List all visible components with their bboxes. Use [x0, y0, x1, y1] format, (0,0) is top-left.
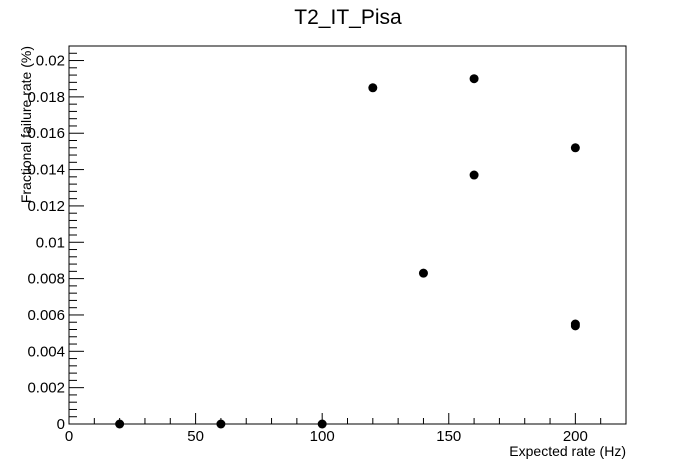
y-tick-label: 0.016: [27, 125, 65, 142]
y-tick-label: 0.018: [27, 89, 65, 106]
y-axis: 0 0.002 0.004 0.006 0.008 0.01 0.012 0.014 0.016…: [27, 45, 84, 433]
data-point: [570, 321, 580, 331]
data-point: [115, 419, 125, 429]
x-axis-title: Expected rate (Hz): [509, 443, 626, 459]
data-point: [570, 143, 580, 153]
y-tick-label: 0.008: [27, 271, 65, 288]
data-point: [469, 74, 479, 84]
data-point: [469, 170, 479, 180]
x-axis: 0 50 100 150 200: [65, 413, 627, 445]
y-tick-label: 0.006: [27, 307, 65, 324]
data-point: [368, 83, 378, 93]
data-point: [317, 419, 327, 429]
x-tick-label: 50: [187, 428, 204, 445]
y-tick-label: 0.01: [36, 234, 65, 251]
x-tick-label: 100: [310, 428, 335, 445]
y-tick-label: 0.014: [27, 162, 65, 179]
x-tick-label: 200: [563, 428, 588, 445]
y-axis-title: Fractional failure rate (%): [18, 46, 34, 203]
x-tick-label: 0: [65, 428, 73, 445]
y-tick-label: 0.002: [27, 380, 65, 397]
chart-title: T2_IT_Pisa: [294, 6, 402, 29]
data-point: [418, 268, 428, 278]
data-points: [115, 74, 580, 429]
y-tick-label: 0.02: [36, 53, 65, 70]
plot-frame: [68, 45, 627, 425]
x-tick-label: 150: [436, 428, 461, 445]
data-point: [216, 419, 226, 429]
y-tick-label: 0.012: [27, 198, 65, 215]
y-tick-label: 0.004: [27, 343, 65, 360]
y-tick-label: 0: [57, 416, 65, 433]
